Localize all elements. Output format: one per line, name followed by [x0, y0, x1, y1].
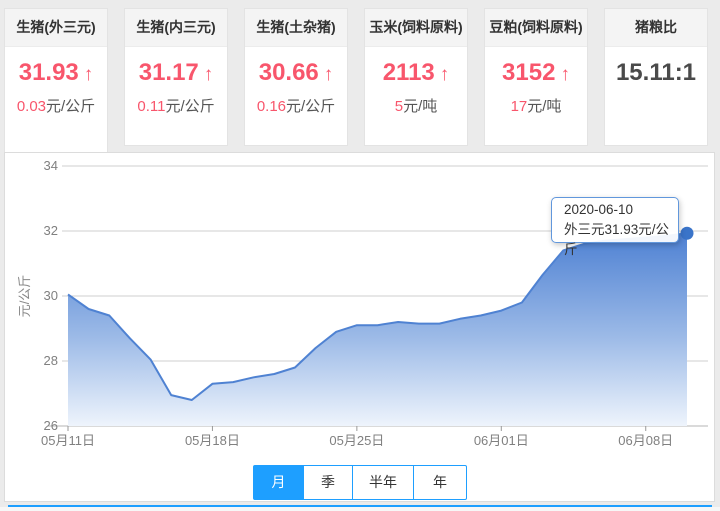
bottom-strip [0, 507, 720, 511]
tab-month[interactable]: 月 [254, 466, 303, 499]
up-arrow-icon: ↑ [560, 64, 570, 85]
price-value: 31.17 [138, 59, 199, 86]
card-value-row: 15.11:1 [605, 59, 707, 87]
card-change-row: 0.03元/公斤 [5, 95, 107, 116]
price-value: 31.93 [18, 59, 79, 86]
tab-quarter[interactable]: 季 [303, 466, 352, 499]
y-tick-label: 34 [43, 158, 58, 173]
card-title: 豆粕(饲料原料) [485, 9, 587, 47]
up-arrow-icon: ↑ [203, 64, 214, 85]
up-arrow-icon: ↑ [439, 64, 450, 85]
change-value: 5 [394, 98, 404, 115]
x-tick-label: 05月25日 [329, 433, 385, 448]
tab-half-year[interactable]: 半年 [352, 466, 413, 499]
card-value-row: 2113 ↑ [365, 59, 467, 87]
price-area-fill [68, 233, 687, 426]
price-line [67, 232, 688, 401]
x-tick-label: 05月18日 [184, 433, 240, 448]
ratio-value: 15.11:1 [615, 59, 697, 86]
unit-label: 元/公斤 [165, 98, 215, 115]
tab-year[interactable]: 年 [413, 466, 466, 499]
card-change-row: 0.11元/公斤 [125, 95, 227, 116]
up-arrow-icon: ↑ [83, 64, 94, 85]
card-change-row: 0.16元/公斤 [245, 95, 347, 116]
tooltip-value: 外三元31.93元/公斤 [564, 222, 670, 257]
price-value: 3152 [502, 59, 556, 86]
x-tick-label: 06月01日 [473, 433, 529, 448]
y-axis-title: 元/公斤 [17, 274, 32, 318]
card-soybean-meal[interactable]: 豆粕(饲料原料) 3152 ↑ 17元/吨 [484, 8, 588, 146]
unit-label: 元/公斤 [286, 98, 336, 115]
card-pig-waisanyuan[interactable]: 生猪(外三元) 31.93 ↑ 0.03元/公斤 [4, 8, 108, 156]
card-pig-tuzazhu[interactable]: 生猪(土杂猪) 30.66 ↑ 0.16元/公斤 [244, 8, 348, 146]
y-tick-label: 26 [43, 418, 58, 433]
change-value: 0.16 [256, 98, 287, 115]
price-value: 2113 [382, 59, 435, 86]
card-value-row: 3152 ↑ [485, 59, 587, 87]
unit-label: 元/公斤 [46, 98, 96, 115]
y-tick-label: 28 [43, 353, 58, 368]
price-value: 30.66 [258, 59, 319, 86]
card-title: 生猪(土杂猪) [245, 9, 347, 47]
data-point-dot [680, 226, 694, 240]
tooltip-date: 2020-06-10 [564, 202, 634, 217]
change-value: 17 [510, 98, 528, 115]
y-tick-label: 32 [43, 223, 58, 238]
card-change-row: 5元/吨 [365, 95, 467, 116]
up-arrow-icon: ↑ [323, 64, 334, 85]
card-title: 生猪(外三元) [5, 9, 107, 47]
card-value-row: 31.93 ↑ [5, 59, 107, 87]
x-tick-label: 06月08日 [618, 433, 674, 448]
card-corn-feed[interactable]: 玉米(饲料原料) 2113 ↑ 5元/吨 [364, 8, 468, 146]
change-value: 0.11 [137, 98, 166, 115]
unit-label: 元/吨 [527, 98, 562, 115]
unit-label: 元/吨 [403, 98, 438, 115]
chart-tooltip: 2020-06-10 外三元31.93元/公斤 [551, 197, 679, 257]
card-pig-neisanyuan[interactable]: 生猪(内三元) 31.17 ↑ 0.11元/公斤 [124, 8, 228, 146]
change-value: 0.03 [16, 98, 47, 115]
card-pig-grain-ratio[interactable]: 猪粮比 15.11:1 [604, 8, 708, 146]
card-value-row: 31.17 ↑ [125, 59, 227, 87]
period-tab-bar: 月 季 半年 年 [253, 465, 467, 500]
card-title: 猪粮比 [605, 9, 707, 47]
x-tick-label: 05月11日 [41, 433, 95, 448]
card-change-row: 17元/吨 [485, 95, 587, 116]
card-value-row: 30.66 ↑ [245, 59, 347, 87]
card-title: 玉米(饲料原料) [365, 9, 467, 47]
bottom-accent-line [8, 505, 712, 507]
card-title: 生猪(内三元) [125, 9, 227, 47]
y-tick-label: 30 [43, 288, 58, 303]
